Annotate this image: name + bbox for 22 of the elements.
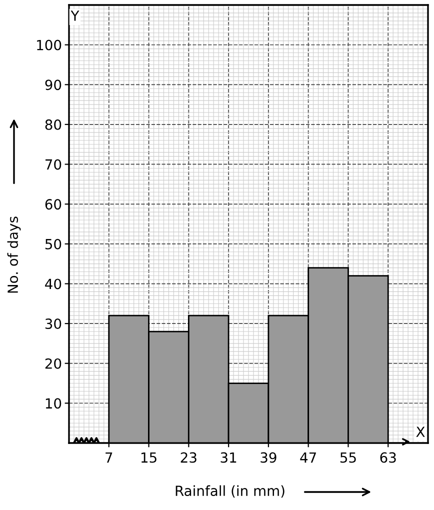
y-tick-label: 70 [46, 159, 62, 170]
y-tick-label: 20 [45, 358, 62, 369]
x-tick-label: 7 [106, 452, 112, 463]
x-tick-label: 47 [300, 452, 316, 463]
y-tick-label: 100 [37, 40, 62, 50]
y-axis-title: No. of days [7, 216, 21, 293]
y-tick-label: 60 [45, 199, 62, 210]
y-tick-label: 90 [45, 80, 62, 90]
y-tick-label: 50 [45, 238, 62, 250]
x-tick-label: 39 [260, 452, 276, 463]
y-tick-label: 10 [46, 398, 62, 409]
y-tick-label: 30 [45, 318, 62, 330]
x-tick-label: 55 [340, 452, 356, 463]
x-tick-label: 63 [380, 452, 396, 463]
annotation: Y [70, 10, 80, 21]
y-tick-label: 80 [45, 119, 62, 130]
annotation: X [416, 426, 425, 437]
x-axis-title: Rainfall (in mm) [176, 485, 284, 498]
x-tick-label: 15 [141, 452, 156, 463]
x-tick-label: 23 [180, 452, 196, 463]
y-tick-label: 40 [45, 278, 62, 290]
x-tick-label: 31 [220, 452, 236, 463]
